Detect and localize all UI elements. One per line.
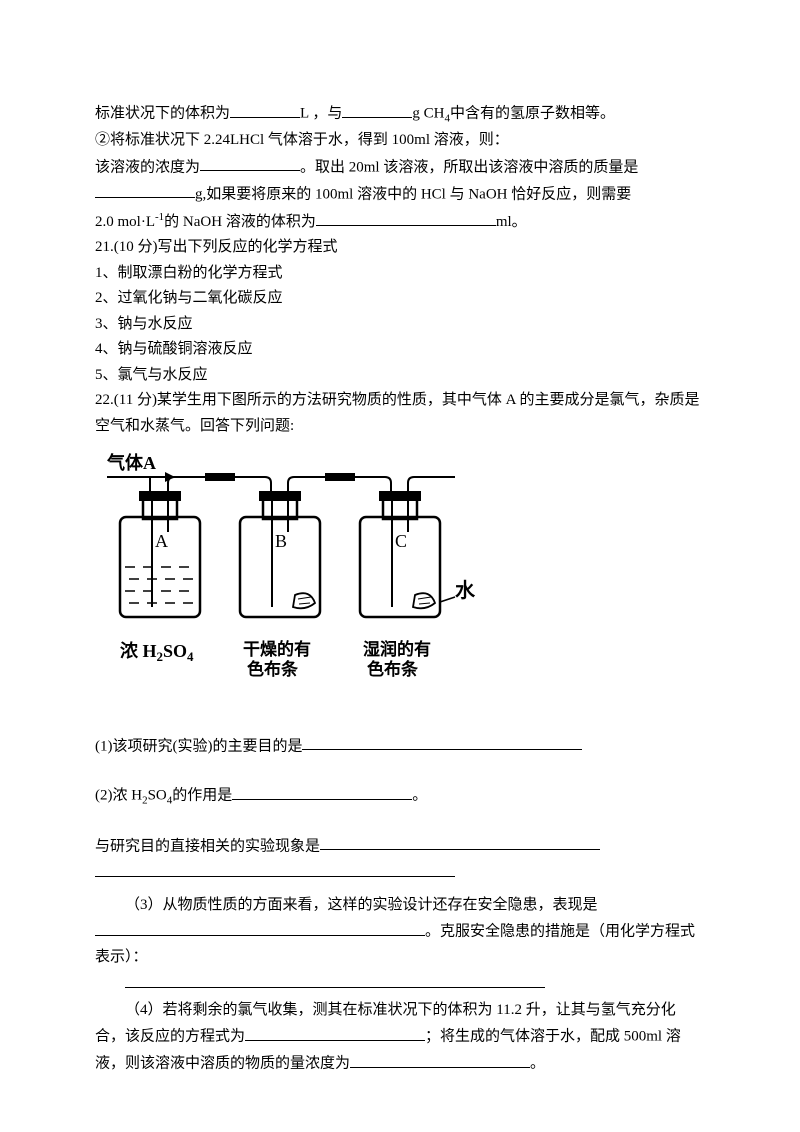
line-hcl-prep: ②将标准状况下 2.24LHCl 气体溶于水，得到 100ml 溶液，则： [95, 128, 705, 154]
sub-question-2: (2)浓 H2SO4的作用是。 [95, 782, 705, 810]
svg-text:B: B [275, 531, 287, 551]
blank-s2[interactable] [232, 782, 412, 800]
svg-text:水: 水 [455, 579, 476, 602]
apparatus-diagram: 气体A A B [95, 447, 705, 702]
blank-mass[interactable] [95, 181, 195, 199]
blank-s5b[interactable] [350, 1050, 530, 1068]
sub-question-4: （4）若将剩余的氯气收集，测其在标准状况下的体积为 11.2 升，让其与氢气充分… [95, 998, 705, 1078]
sub-question-3: （3）从物质性质的方面来看，这样的实验设计还存在安全隐患，表现是。克服安全隐患的… [95, 893, 705, 971]
q21-item-5: 5、氯气与水反应 [95, 363, 705, 389]
blank-naoh-ml[interactable] [316, 208, 496, 226]
bottle-b: B [240, 491, 320, 617]
sub-question-1: (1)该项研究(实验)的主要目的是 [95, 733, 705, 760]
svg-text:色布条: 色布条 [247, 659, 299, 679]
q22-heading: 22.(11 分)某学生用下图所示的方法研究物质的性质，其中气体 A 的主要成分… [95, 388, 705, 439]
svg-text:C: C [395, 531, 407, 551]
q21-heading: 21.(10 分)写出下列反应的化学方程式 [95, 235, 705, 261]
svg-text:A: A [155, 531, 168, 551]
line-naoh-volume: 2.0 mol·L-1的 NaOH 溶液的体积为ml。 [95, 208, 705, 236]
svg-text:色布条: 色布条 [367, 659, 419, 679]
q21-item-4: 4、钠与硫酸铜溶液反应 [95, 337, 705, 363]
blank-s4b[interactable] [125, 971, 545, 989]
q21-item-2: 2、过氧化钠与二氧化碳反应 [95, 286, 705, 312]
blank-s3[interactable] [320, 833, 600, 851]
line-std-volume: 标准状况下的体积为L ，与g CH4中含有的氢原子数相等。 [95, 100, 705, 128]
blank-s1[interactable] [302, 733, 582, 751]
gas-a-label: 气体A [106, 452, 156, 473]
bottle-c: C [360, 491, 440, 617]
bottle-a: A [120, 477, 200, 617]
blank-grams[interactable] [342, 100, 412, 118]
q21-item-1: 1、制取漂白粉的化学方程式 [95, 261, 705, 287]
blank-volume[interactable] [230, 100, 300, 118]
svg-text:湿润的有: 湿润的有 [363, 639, 431, 659]
svg-text:浓 H2SO4: 浓 H2SO4 [120, 641, 194, 664]
sub-question-2b: 与研究目的直接相关的实验现象是 [95, 833, 705, 860]
blank-s4a[interactable] [95, 918, 425, 936]
blank-s5a[interactable] [245, 1023, 425, 1041]
svg-text:干燥的有: 干燥的有 [243, 639, 311, 659]
blank-concentration[interactable] [200, 154, 300, 172]
q21-item-3: 3、钠与水反应 [95, 312, 705, 338]
line-concentration: 该溶液的浓度为。取出 20ml 该溶液，所取出该溶液中溶质的质量是g,如果要将原… [95, 154, 705, 208]
blank-s3b[interactable] [95, 860, 455, 878]
